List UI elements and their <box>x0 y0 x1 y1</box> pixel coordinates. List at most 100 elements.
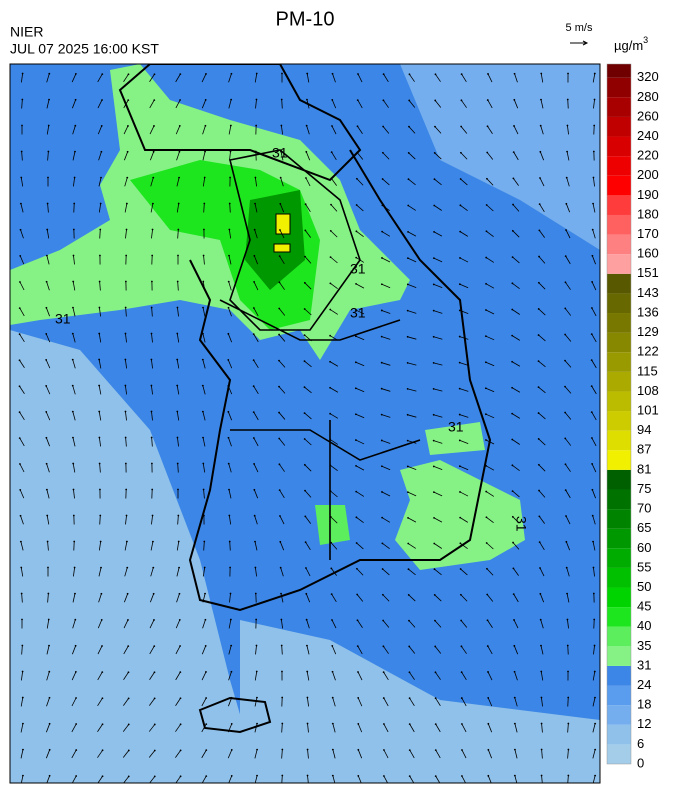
wind-arrowhead <box>152 202 154 205</box>
wind-arrowhead <box>303 386 306 389</box>
wind-arrow <box>253 463 259 473</box>
wind-arrowhead <box>150 358 153 361</box>
wind-arrowhead <box>303 281 306 284</box>
wind-arrow <box>459 257 469 263</box>
wind-arrow <box>177 307 179 317</box>
wind-arrowhead <box>230 696 233 699</box>
wind-arrowhead <box>564 385 566 388</box>
wind-arrowhead <box>330 177 333 180</box>
wind-arrow <box>592 749 596 759</box>
wind-arrowhead <box>176 384 179 387</box>
wind-arrowhead <box>458 335 461 338</box>
wind-arrowhead <box>380 361 383 364</box>
wind-arrowhead <box>380 283 383 286</box>
wind-arrowhead <box>381 204 384 207</box>
wind-arrow <box>98 151 102 161</box>
wind-arrowhead <box>354 361 357 364</box>
wind-arrowhead <box>178 176 180 179</box>
wind-arrow <box>407 491 417 497</box>
wind-arrowhead <box>101 723 104 726</box>
wind-arrow <box>408 594 416 602</box>
wind-arrowhead <box>432 465 435 468</box>
wind-arrow <box>279 203 285 213</box>
wind-arrowhead <box>100 150 103 153</box>
colorbar-swatch <box>607 744 631 764</box>
wind-arrowhead <box>279 176 282 179</box>
wind-arrow <box>382 568 390 576</box>
wind-arrowhead <box>592 176 595 179</box>
colorbar-swatch <box>607 175 631 196</box>
wind-arrowhead <box>538 489 540 492</box>
wind-arrow <box>487 620 493 628</box>
wind-arrowhead <box>512 567 515 570</box>
wind-arrowhead <box>486 177 488 180</box>
wind-arrowhead <box>304 541 307 544</box>
wind-arrowhead <box>434 697 437 700</box>
wind-arrowhead <box>18 385 21 388</box>
wind-arrowhead <box>21 696 24 699</box>
wind-arrow <box>592 255 596 265</box>
wind-arrowhead <box>201 384 204 387</box>
wind-arrow <box>71 749 77 759</box>
wind-arrow <box>461 697 467 707</box>
wind-arrow <box>459 414 469 418</box>
wind-arrow <box>382 152 390 160</box>
wind-arrow <box>124 359 128 369</box>
wind-arrowhead <box>100 566 102 569</box>
wind-arrowhead <box>460 697 463 699</box>
wind-arrowhead <box>255 670 258 673</box>
wind-arrowhead <box>539 150 542 153</box>
wind-arrowhead <box>564 489 567 492</box>
wind-arrowhead <box>205 723 208 725</box>
wind-arrowhead <box>329 438 332 441</box>
wind-arrow <box>356 204 364 212</box>
wind-arrow <box>47 203 49 213</box>
wind-arrow <box>98 385 102 395</box>
wind-arrow <box>45 411 51 421</box>
wind-arrow <box>228 619 232 629</box>
wind-arrowhead <box>74 618 77 621</box>
wind-arrowhead <box>564 411 567 414</box>
wind-arrowhead <box>201 358 204 361</box>
wind-arrow <box>278 334 286 342</box>
wind-arrow <box>460 178 468 186</box>
wind-arrow <box>304 360 312 368</box>
wind-arrowhead <box>460 73 463 76</box>
wind-arrowhead <box>204 98 207 101</box>
wind-arrowhead <box>227 306 230 309</box>
wind-arrow <box>331 568 337 576</box>
wind-arrowhead <box>127 671 130 674</box>
wind-arrow <box>356 568 364 576</box>
wind-arrow <box>305 177 311 187</box>
wind-arrowhead <box>432 309 435 312</box>
wind-arrow <box>459 336 469 340</box>
wind-arrow <box>229 203 231 213</box>
wind-arrowhead <box>408 775 411 778</box>
wind-arrowhead <box>329 256 332 259</box>
wind-arrowhead <box>20 592 23 595</box>
wind-arrow <box>97 671 103 681</box>
wind-arrow <box>255 645 257 655</box>
wind-arrowhead <box>253 254 256 257</box>
wind-arrowhead <box>72 228 75 231</box>
wind-arrow <box>99 463 101 473</box>
wind-arrowhead <box>513 696 516 699</box>
wind-arrowhead <box>330 593 333 596</box>
wind-arrowhead <box>381 491 383 493</box>
wind-arrow <box>407 257 417 263</box>
wind-arrowhead <box>227 436 230 439</box>
wind-arrowhead <box>331 98 334 101</box>
wind-arrow <box>332 671 336 681</box>
wind-arrowhead <box>152 150 155 153</box>
wind-arrowhead <box>538 515 541 518</box>
wind-arrowhead <box>252 385 255 388</box>
wind-arrowhead <box>406 361 409 364</box>
wind-arrow <box>202 411 206 421</box>
wind-arrow <box>433 310 443 314</box>
wind-arrowhead <box>72 306 74 309</box>
wind-arrow <box>331 645 337 655</box>
wind-arrow <box>435 672 441 680</box>
wind-arrow <box>151 437 153 447</box>
wind-arrowhead <box>381 593 384 596</box>
wind-arrow <box>381 362 391 366</box>
